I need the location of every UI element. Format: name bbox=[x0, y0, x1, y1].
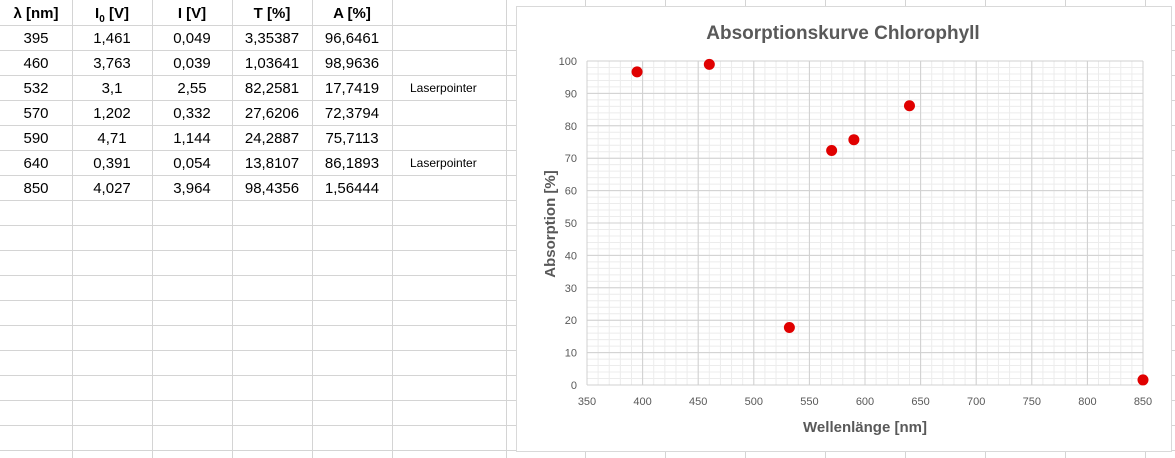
data-point[interactable] bbox=[631, 66, 643, 78]
transmission-cell[interactable]: 82,2581 bbox=[244, 80, 300, 97]
header-transmission[interactable]: T [%] bbox=[253, 5, 291, 22]
absorption-cell[interactable]: 1,56444 bbox=[324, 180, 380, 197]
y-tick-label: 100 bbox=[559, 56, 577, 68]
absorption-cell[interactable]: 96,6461 bbox=[324, 30, 380, 47]
x-tick-label: 500 bbox=[745, 396, 763, 408]
absorption-cell[interactable]: 17,7419 bbox=[324, 80, 380, 97]
data-point[interactable] bbox=[903, 100, 915, 112]
x-tick-label: 550 bbox=[800, 396, 818, 408]
y-tick-label: 40 bbox=[565, 250, 577, 262]
transmission-cell[interactable]: 27,6206 bbox=[244, 105, 300, 122]
y-tick-label: 30 bbox=[565, 283, 577, 295]
transmission-cell[interactable]: 13,8107 bbox=[244, 155, 300, 172]
absorption-cell[interactable]: 75,7113 bbox=[325, 130, 379, 147]
header-i[interactable]: I [V] bbox=[177, 5, 207, 22]
absorption-cell[interactable]: 86,1893 bbox=[324, 155, 380, 172]
y-tick-label: 50 bbox=[565, 218, 577, 230]
i-cell[interactable]: 0,054 bbox=[173, 155, 211, 172]
wavelength-cell[interactable]: 532 bbox=[23, 80, 49, 97]
i-cell[interactable]: 2,55 bbox=[177, 80, 207, 97]
transmission-cell[interactable]: 3,35387 bbox=[244, 30, 300, 47]
x-tick-label: 450 bbox=[689, 396, 707, 408]
i0-cell[interactable]: 4,71 bbox=[97, 130, 127, 147]
y-tick-label: 80 bbox=[565, 121, 577, 133]
x-tick-label: 750 bbox=[1023, 396, 1041, 408]
note-cell[interactable]: Laserpointer bbox=[410, 81, 477, 95]
transmission-cell[interactable]: 24,2887 bbox=[244, 130, 300, 147]
y-tick-label: 60 bbox=[565, 186, 577, 198]
x-tick-label: 650 bbox=[911, 396, 929, 408]
i-cell[interactable]: 0,049 bbox=[173, 30, 211, 47]
i0-cell[interactable]: 1,461 bbox=[93, 30, 131, 47]
x-tick-label: 800 bbox=[1078, 396, 1096, 408]
absorption-cell[interactable]: 72,3794 bbox=[324, 105, 380, 122]
i-cell[interactable]: 1,144 bbox=[173, 130, 211, 147]
wavelength-cell[interactable]: 590 bbox=[23, 130, 49, 147]
header-wavelength[interactable]: λ [nm] bbox=[13, 5, 59, 22]
data-point[interactable] bbox=[826, 144, 838, 156]
i-cell[interactable]: 3,964 bbox=[173, 180, 211, 197]
data-point[interactable] bbox=[1137, 374, 1149, 386]
i0-cell[interactable]: 3,1 bbox=[101, 80, 123, 97]
i0-cell[interactable]: 3,763 bbox=[93, 55, 131, 72]
absorption-cell[interactable]: 98,9636 bbox=[324, 55, 380, 72]
wavelength-cell[interactable]: 395 bbox=[23, 30, 49, 47]
x-tick-label: 700 bbox=[967, 396, 985, 408]
i0-cell[interactable]: 1,202 bbox=[93, 105, 131, 122]
x-tick-label: 400 bbox=[633, 396, 651, 408]
i0-cell[interactable]: 0,391 bbox=[93, 155, 131, 172]
i0-cell[interactable]: 4,027 bbox=[93, 180, 131, 197]
data-point[interactable] bbox=[703, 58, 715, 70]
wavelength-cell[interactable]: 570 bbox=[23, 105, 49, 122]
y-tick-label: 0 bbox=[571, 380, 577, 392]
x-axis-label: Wellenlänge [nm] bbox=[803, 419, 927, 436]
transmission-cell[interactable]: 98,4356 bbox=[244, 180, 300, 197]
chart-title: Absorptionskurve Chlorophyll bbox=[706, 23, 979, 44]
wavelength-cell[interactable]: 640 bbox=[23, 155, 49, 172]
note-cell[interactable]: Laserpointer bbox=[410, 156, 477, 170]
wavelength-cell[interactable]: 850 bbox=[23, 180, 49, 197]
scatter-chart[interactable]: Absorptionskurve Chlorophyll Absorption … bbox=[516, 6, 1172, 452]
header-absorption[interactable]: A [%] bbox=[333, 5, 371, 22]
y-tick-label: 20 bbox=[565, 315, 577, 327]
y-axis-label: Absorption [%] bbox=[542, 170, 559, 277]
transmission-cell[interactable]: 1,03641 bbox=[244, 55, 300, 72]
y-tick-label: 90 bbox=[565, 88, 577, 100]
wavelength-cell[interactable]: 460 bbox=[23, 55, 49, 72]
y-tick-label: 70 bbox=[565, 153, 577, 165]
chart-plot: Absorptionskurve Chlorophyll Absorption … bbox=[542, 23, 1152, 436]
x-tick-label: 600 bbox=[856, 396, 874, 408]
header-i0[interactable]: I0 [V] bbox=[95, 5, 129, 25]
i-cell[interactable]: 0,332 bbox=[173, 105, 211, 122]
x-tick-label: 350 bbox=[578, 396, 596, 408]
data-point[interactable] bbox=[848, 134, 860, 146]
x-tick-label: 850 bbox=[1134, 396, 1152, 408]
y-tick-label: 10 bbox=[565, 348, 577, 360]
i-cell[interactable]: 0,039 bbox=[173, 55, 211, 72]
data-point[interactable] bbox=[783, 322, 795, 334]
